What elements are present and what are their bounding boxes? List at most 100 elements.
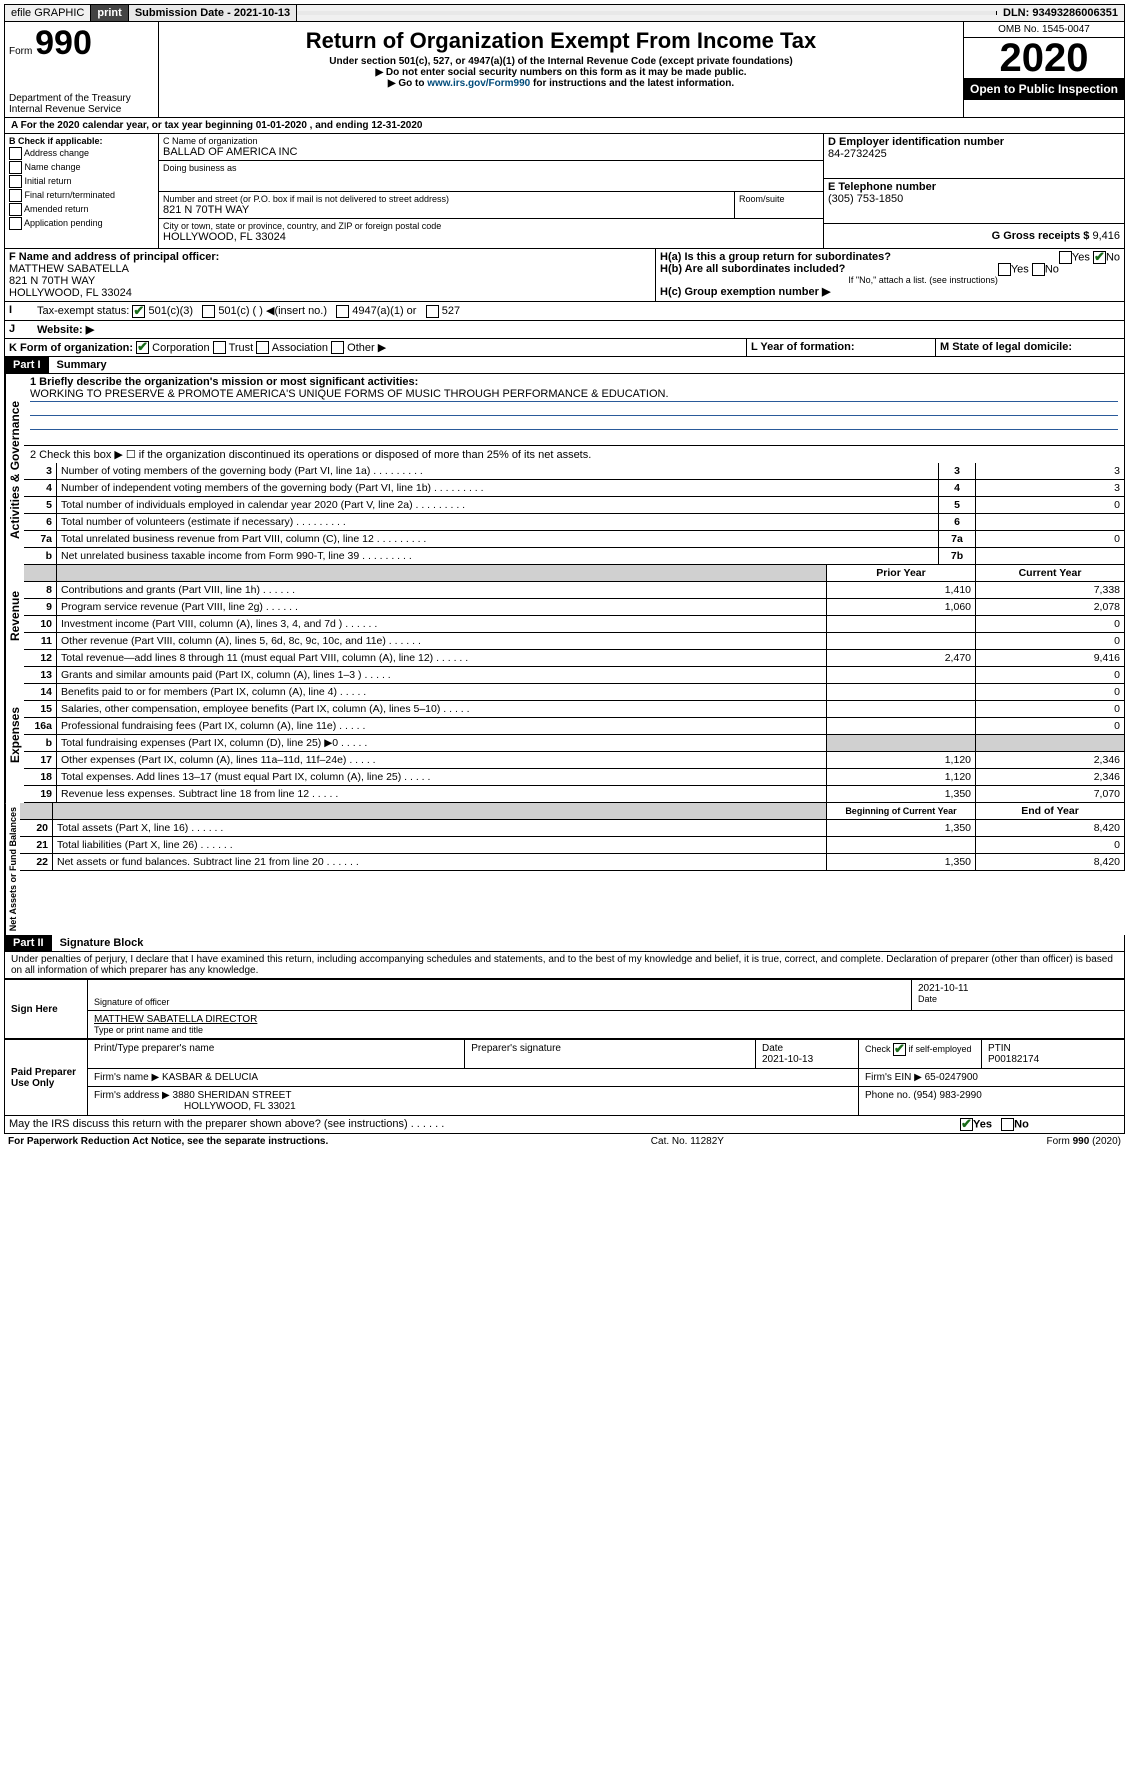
- 501c-checkbox[interactable]: [202, 305, 215, 318]
- sign-date: 2021-10-11: [918, 983, 1118, 994]
- footer-cat: Cat. No. 11282Y: [651, 1136, 724, 1147]
- signature-table: Sign Here Signature of officer 2021-10-1…: [4, 979, 1125, 1039]
- table-row: 12Total revenue—add lines 8 through 11 (…: [24, 650, 1125, 667]
- table-row: 6Total number of volunteers (estimate if…: [24, 514, 1125, 531]
- hc-label: H(c) Group exemption number ▶: [660, 286, 830, 298]
- table-row: 13Grants and similar amounts paid (Part …: [24, 667, 1125, 684]
- addr-label: Number and street (or P.O. box if mail i…: [163, 194, 730, 204]
- end-year-header: End of Year: [976, 803, 1125, 820]
- subtitle-1: Under section 501(c), 527, or 4947(a)(1)…: [163, 56, 959, 67]
- table-row: 7aTotal unrelated business revenue from …: [24, 531, 1125, 548]
- 4947-checkbox[interactable]: [336, 305, 349, 318]
- table-row: 3Number of voting members of the governi…: [24, 463, 1125, 480]
- firm-ein: 65-0247900: [925, 1072, 978, 1083]
- form-org-label: K Form of organization:: [9, 342, 133, 354]
- name-change-checkbox[interactable]: [9, 161, 22, 174]
- governance-table: 3Number of voting members of the governi…: [24, 463, 1125, 565]
- hb-note: If "No," attach a list. (see instruction…: [660, 275, 1120, 285]
- other-checkbox[interactable]: [331, 341, 344, 354]
- preparer-table: Paid Preparer Use Only Print/Type prepar…: [4, 1039, 1125, 1116]
- trust-checkbox[interactable]: [213, 341, 226, 354]
- ptin-value: P00182174: [988, 1054, 1039, 1065]
- table-row: 11Other revenue (Part VIII, column (A), …: [24, 633, 1125, 650]
- governance-vlabel: Activities & Governance: [5, 374, 24, 565]
- officer-label: F Name and address of principal officer:: [9, 251, 219, 263]
- revenue-vlabel: Revenue: [5, 565, 24, 667]
- final-return-checkbox[interactable]: [9, 189, 22, 202]
- page-footer: For Paperwork Reduction Act Notice, see …: [4, 1134, 1125, 1149]
- tax-year: 2020: [964, 38, 1124, 78]
- paid-preparer-label: Paid Preparer Use Only: [5, 1040, 88, 1116]
- 527-checkbox[interactable]: [426, 305, 439, 318]
- mission-label: 1 Briefly describe the organization's mi…: [30, 376, 418, 388]
- netassets-table: Beginning of Current Year End of Year 20…: [20, 803, 1125, 871]
- table-row: 14Benefits paid to or for members (Part …: [24, 684, 1125, 701]
- discuss-label: May the IRS discuss this return with the…: [9, 1118, 408, 1130]
- part1-header: Part I: [5, 357, 49, 373]
- print-button[interactable]: print: [91, 5, 128, 21]
- subtitle-2: ▶ Do not enter social security numbers o…: [163, 67, 959, 78]
- instructions-link[interactable]: www.irs.gov/Form990: [427, 78, 530, 89]
- ein-value: 84-2732425: [828, 148, 887, 160]
- city-state-zip: HOLLYWOOD, FL 33024: [163, 231, 819, 243]
- begin-year-header: Beginning of Current Year: [827, 803, 976, 820]
- corp-checkbox[interactable]: [136, 341, 149, 354]
- org-name: BALLAD OF AMERICA INC: [163, 146, 819, 158]
- street-address: 821 N 70TH WAY: [163, 204, 730, 216]
- hb-no[interactable]: [1032, 263, 1045, 276]
- box-b-label: B Check if applicable:: [9, 136, 103, 146]
- table-row: 19Revenue less expenses. Subtract line 1…: [24, 786, 1125, 803]
- app-pending-checkbox[interactable]: [9, 217, 22, 230]
- discuss-yes-checkbox[interactable]: [960, 1118, 973, 1131]
- 501c3-checkbox[interactable]: [132, 305, 145, 318]
- ha-no[interactable]: [1093, 251, 1106, 264]
- part2-header: Part II: [5, 935, 52, 951]
- netassets-section: Net Assets or Fund Balances Beginning of…: [4, 803, 1125, 935]
- part1-title: Summary: [49, 357, 115, 373]
- firm-addr1: 3880 SHERIDAN STREET: [173, 1090, 292, 1101]
- officer-typed-name: MATTHEW SABATELLA DIRECTOR: [94, 1014, 1118, 1025]
- table-row: 8Contributions and grants (Part VIII, li…: [24, 582, 1125, 599]
- prep-date: 2021-10-13: [762, 1054, 813, 1065]
- ha-yes[interactable]: [1059, 251, 1072, 264]
- ha-label: H(a) Is this a group return for subordin…: [660, 251, 891, 263]
- table-row: 4Number of independent voting members of…: [24, 480, 1125, 497]
- state-domicile-label: M State of legal domicile:: [940, 341, 1072, 353]
- footer-left: For Paperwork Reduction Act Notice, see …: [8, 1136, 328, 1147]
- self-employed-checkbox[interactable]: [893, 1043, 906, 1056]
- form-number: 990: [35, 24, 92, 62]
- table-row: 5Total number of individuals employed in…: [24, 497, 1125, 514]
- prep-sig-header: Preparer's signature: [465, 1040, 756, 1069]
- table-row: bTotal fundraising expenses (Part IX, co…: [24, 735, 1125, 752]
- phone-label: E Telephone number: [828, 181, 936, 193]
- initial-return-checkbox[interactable]: [9, 175, 22, 188]
- firm-addr2: HOLLYWOOD, FL 33021: [184, 1101, 296, 1112]
- submission-date: Submission Date - 2021-10-13: [129, 5, 297, 21]
- expenses-vlabel: Expenses: [5, 667, 24, 803]
- year-formation-label: L Year of formation:: [751, 341, 855, 353]
- table-row: 20Total assets (Part X, line 16) . . . .…: [20, 820, 1125, 837]
- revenue-table: Prior Year Current Year 8Contributions a…: [24, 565, 1125, 667]
- tax-status-label: Tax-exempt status:: [37, 305, 129, 317]
- org-name-label: C Name of organization: [163, 136, 819, 146]
- header-boxes: B Check if applicable: Address change Na…: [4, 134, 1125, 249]
- addr-change-checkbox[interactable]: [9, 147, 22, 160]
- netassets-vlabel: Net Assets or Fund Balances: [5, 803, 20, 935]
- form-header: Form 990 Department of the Treasury Inte…: [4, 22, 1125, 118]
- hb-label: H(b) Are all subordinates included?: [660, 263, 845, 275]
- part2-title: Signature Block: [52, 935, 152, 951]
- assoc-checkbox[interactable]: [256, 341, 269, 354]
- table-row: 9Program service revenue (Part VIII, lin…: [24, 599, 1125, 616]
- sign-here-label: Sign Here: [5, 980, 88, 1039]
- website-label: Website: ▶: [37, 324, 94, 336]
- officer-addr1: 821 N 70TH WAY: [9, 275, 95, 287]
- amended-checkbox[interactable]: [9, 203, 22, 216]
- city-label: City or town, state or province, country…: [163, 221, 819, 231]
- tax-period: A For the 2020 calendar year, or tax yea…: [4, 118, 1125, 134]
- table-row: 21Total liabilities (Part X, line 26) . …: [20, 837, 1125, 854]
- gross-receipts-value: 9,416: [1092, 230, 1120, 242]
- discuss-no-checkbox[interactable]: [1001, 1118, 1014, 1131]
- table-row: bNet unrelated business taxable income f…: [24, 548, 1125, 565]
- ein-label: D Employer identification number: [828, 136, 1004, 148]
- hb-yes[interactable]: [998, 263, 1011, 276]
